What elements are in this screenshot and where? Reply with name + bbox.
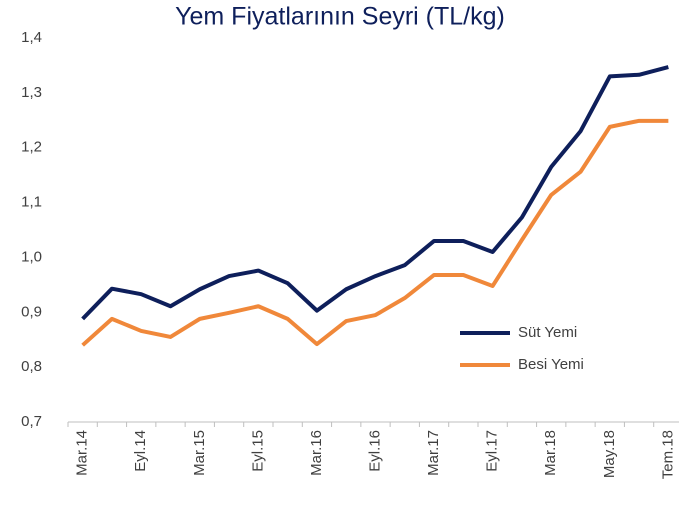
series-line [81,118,669,347]
x-tick-label: Eyl.17 [484,430,501,472]
legend-label: Süt Yemi [518,324,577,341]
chart-title: Yem Fiyatlarının Seyri (TL/kg) [175,3,505,31]
x-tick-label: Eyl.15 [249,430,266,472]
x-tick-label: Mar.14 [74,430,91,476]
legend-label: Besi Yemi [518,356,584,373]
y-tick-label: 0,8 [21,358,42,375]
series-line [81,65,669,321]
x-tick-label: Mar.16 [308,430,325,476]
y-tick-label: 1,2 [21,139,42,156]
y-tick-label: 1,3 [21,84,42,101]
x-tick-label: May.18 [601,430,618,478]
y-tick-label: 1,0 [21,248,42,265]
x-tick-label: Mar.18 [542,430,559,476]
y-tick-label: 0,9 [21,303,42,320]
x-tick-label: Eyl.14 [132,430,149,472]
y-tick-label: 0,7 [21,413,42,430]
y-tick-label: 1,4 [21,29,42,46]
y-tick-label: 1,1 [21,194,42,211]
x-tick-label: Mar.17 [425,430,442,476]
x-tick-label: Mar.15 [191,430,208,476]
x-tick-label: Eyl.16 [366,430,383,472]
x-tick-label: Tem.18 [659,430,676,479]
